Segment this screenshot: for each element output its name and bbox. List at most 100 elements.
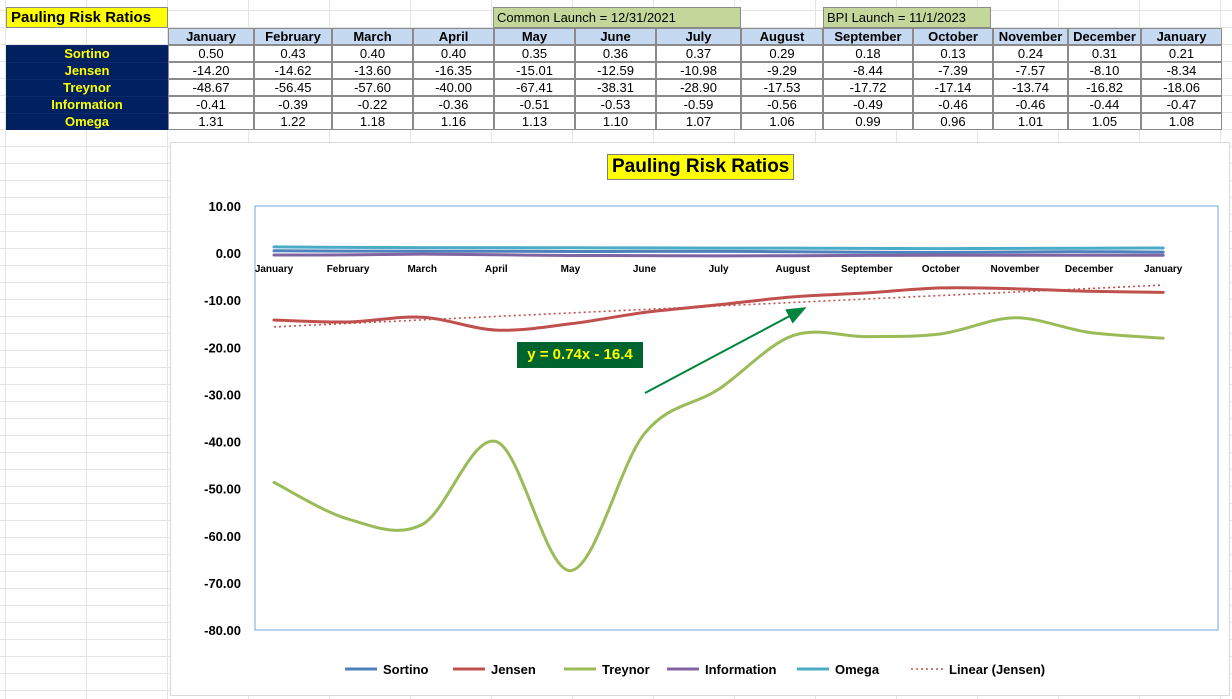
cell-treynor-6[interactable]: -28.90 (656, 79, 741, 96)
cell-jensen-1[interactable]: -14.62 (254, 62, 332, 79)
cell-sortino-7[interactable]: 0.29 (741, 45, 823, 62)
month-header-4[interactable]: May (494, 28, 575, 45)
cell-sortino-5[interactable]: 0.36 (575, 45, 656, 62)
cell-treynor-5[interactable]: -38.31 (575, 79, 656, 96)
cell-jensen-4[interactable]: -15.01 (494, 62, 575, 79)
cell-information-6[interactable]: -0.59 (656, 96, 741, 113)
cell-jensen-5[interactable]: -12.59 (575, 62, 656, 79)
cell-jensen-8[interactable]: -8.44 (823, 62, 913, 79)
cell-jensen-0[interactable]: -14.20 (168, 62, 254, 79)
row-label-information[interactable]: Information (6, 96, 168, 113)
cell-jensen-12[interactable]: -8.34 (1141, 62, 1222, 79)
cell-sortino-9[interactable]: 0.13 (913, 45, 993, 62)
month-header-1[interactable]: February (254, 28, 332, 45)
cell-omega-10[interactable]: 1.01 (993, 113, 1068, 130)
cell-jensen-9[interactable]: -7.39 (913, 62, 993, 79)
cell-treynor-12[interactable]: -18.06 (1141, 79, 1222, 96)
series-line-jensen (272, 286, 1165, 332)
cell-omega-12[interactable]: 1.08 (1141, 113, 1222, 130)
y-tick-label-9: -80.00 (204, 623, 241, 638)
x-tick-label-6: July (709, 264, 729, 275)
cell-omega-0[interactable]: 1.31 (168, 113, 254, 130)
cell-treynor-2[interactable]: -57.60 (332, 79, 413, 96)
cell-omega-8[interactable]: 0.99 (823, 113, 913, 130)
cell-omega-3[interactable]: 1.16 (413, 113, 494, 130)
cell-treynor-4[interactable]: -67.41 (494, 79, 575, 96)
cell-sortino-4[interactable]: 0.35 (494, 45, 575, 62)
legend-item-sortino: Sortino (345, 662, 429, 677)
row-label-jensen[interactable]: Jensen (6, 62, 168, 79)
cell-sortino-12[interactable]: 0.21 (1141, 45, 1222, 62)
cell-information-0[interactable]: -0.41 (168, 96, 254, 113)
x-tick-label-5: June (633, 264, 657, 275)
cell-treynor-3[interactable]: -40.00 (413, 79, 494, 96)
cell-sortino-3[interactable]: 0.40 (413, 45, 494, 62)
cell-information-9[interactable]: -0.46 (913, 96, 993, 113)
cell-information-4[interactable]: -0.51 (494, 96, 575, 113)
cell-jensen-10[interactable]: -7.57 (993, 62, 1068, 79)
month-header-12[interactable]: January (1141, 28, 1222, 45)
cell-omega-5[interactable]: 1.10 (575, 113, 656, 130)
cell-jensen-7[interactable]: -9.29 (741, 62, 823, 79)
cell-jensen-6[interactable]: -10.98 (656, 62, 741, 79)
month-header-8[interactable]: September (823, 28, 913, 45)
row-label-sortino[interactable]: Sortino (6, 45, 168, 62)
cell-sortino-6[interactable]: 0.37 (656, 45, 741, 62)
cell-information-2[interactable]: -0.22 (332, 96, 413, 113)
cell-omega-7[interactable]: 1.06 (741, 113, 823, 130)
cell-information-3[interactable]: -0.36 (413, 96, 494, 113)
month-header-2[interactable]: March (332, 28, 413, 45)
trendline-equation: y = 0.74x - 16.4 (517, 342, 643, 368)
cell-information-12[interactable]: -0.47 (1141, 96, 1222, 113)
row-label-treynor[interactable]: Treynor (6, 79, 168, 96)
cell-information-5[interactable]: -0.53 (575, 96, 656, 113)
month-header-9[interactable]: October (913, 28, 993, 45)
cell-information-8[interactable]: -0.49 (823, 96, 913, 113)
cell-information-7[interactable]: -0.56 (741, 96, 823, 113)
month-header-7[interactable]: August (741, 28, 823, 45)
x-tick-label-11: December (1065, 264, 1113, 275)
cell-sortino-10[interactable]: 0.24 (993, 45, 1068, 62)
cell-omega-6[interactable]: 1.07 (656, 113, 741, 130)
cell-jensen-3[interactable]: -16.35 (413, 62, 494, 79)
cell-treynor-7[interactable]: -17.53 (741, 79, 823, 96)
cell-information-10[interactable]: -0.46 (993, 96, 1068, 113)
cell-treynor-1[interactable]: -56.45 (254, 79, 332, 96)
cell-sortino-1[interactable]: 0.43 (254, 45, 332, 62)
y-tick-label-6: -50.00 (204, 482, 241, 497)
month-header-5[interactable]: June (575, 28, 656, 45)
bpi-launch-note[interactable]: BPI Launch = 11/1/2023 (823, 7, 991, 28)
cell-information-11[interactable]: -0.44 (1068, 96, 1141, 113)
month-header-10[interactable]: November (993, 28, 1068, 45)
cell-treynor-10[interactable]: -13.74 (993, 79, 1068, 96)
row-label-omega[interactable]: Omega (6, 113, 168, 130)
cell-omega-11[interactable]: 1.05 (1068, 113, 1141, 130)
cell-treynor-0[interactable]: -48.67 (168, 79, 254, 96)
cell-information-1[interactable]: -0.39 (254, 96, 332, 113)
cell-omega-1[interactable]: 1.22 (254, 113, 332, 130)
month-header-3[interactable]: April (413, 28, 494, 45)
cell-treynor-11[interactable]: -16.82 (1068, 79, 1141, 96)
cell-jensen-2[interactable]: -13.60 (332, 62, 413, 79)
month-header-0[interactable]: January (168, 28, 254, 45)
legend-item-jensen: Jensen (453, 662, 536, 677)
cell-omega-9[interactable]: 0.96 (913, 113, 993, 130)
month-header-6[interactable]: July (656, 28, 741, 45)
chart-area[interactable]: Pauling Risk Ratios 10.00 0.00 -10.00 -20.0… (170, 142, 1230, 696)
cell-sortino-8[interactable]: 0.18 (823, 45, 913, 62)
cell-treynor-9[interactable]: -17.14 (913, 79, 993, 96)
cell-treynor-8[interactable]: -17.72 (823, 79, 913, 96)
cell-sortino-0[interactable]: 0.50 (168, 45, 254, 62)
y-tick-label-8: -70.00 (204, 576, 241, 591)
month-header-11[interactable]: December (1068, 28, 1141, 45)
common-launch-note[interactable]: Common Launch = 12/31/2021 (493, 7, 741, 28)
x-tick-label-0: January (255, 264, 294, 275)
cell-omega-4[interactable]: 1.13 (494, 113, 575, 130)
cell-sortino-11[interactable]: 0.31 (1068, 45, 1141, 62)
sheet-title[interactable]: Pauling Risk Ratios (6, 7, 168, 28)
cell-omega-2[interactable]: 1.18 (332, 113, 413, 130)
x-tick-label-1: February (327, 264, 370, 275)
cell-sortino-2[interactable]: 0.40 (332, 45, 413, 62)
cell-jensen-11[interactable]: -8.10 (1068, 62, 1141, 79)
y-tick-label-0: 10.00 (208, 199, 241, 214)
